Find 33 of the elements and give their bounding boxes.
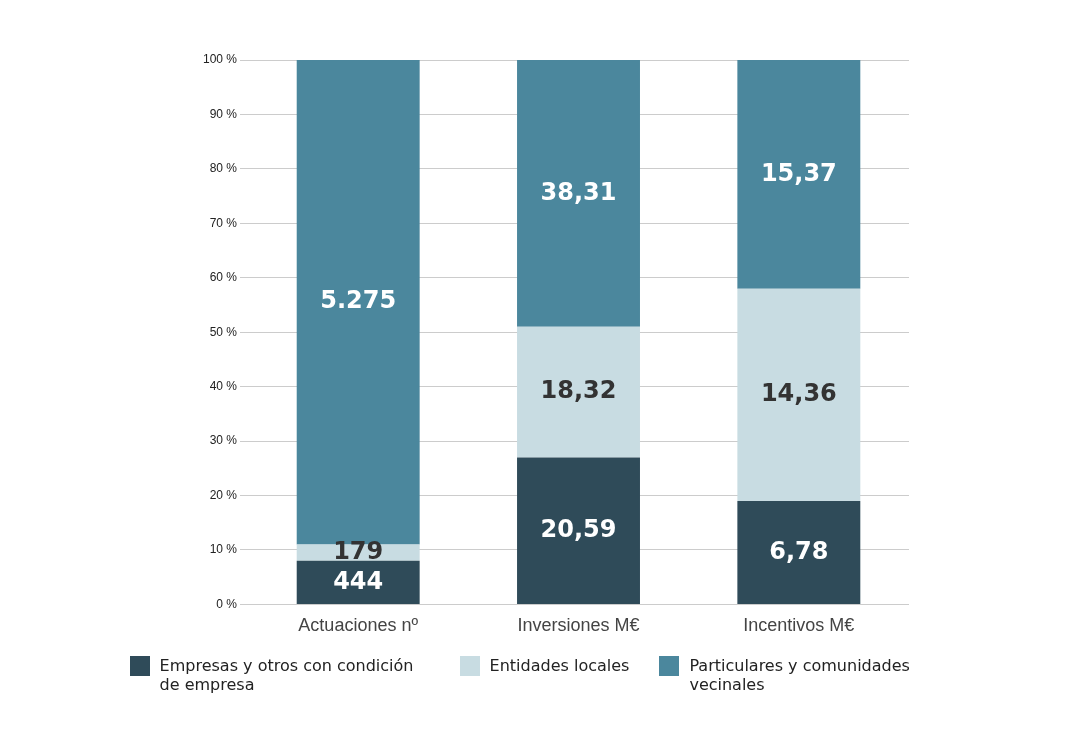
- annotation: 6,78: [769, 536, 829, 565]
- annotation: 38,31: [540, 177, 617, 206]
- bar: [737, 288, 861, 501]
- annotation: 20,59: [540, 514, 617, 543]
- annotation: 5.275: [320, 286, 397, 315]
- y-tick-label: 0 %: [216, 596, 238, 611]
- annotation: 18,32: [540, 376, 617, 405]
- y-tick-label: 10 %: [209, 542, 238, 557]
- annotation: 444: [333, 566, 384, 595]
- annotation: 179: [333, 536, 384, 565]
- x-tick-label: Inversiones M€: [517, 615, 640, 636]
- x-tick-label: Actuaciones nº: [298, 615, 419, 636]
- y-tick-label: 60 %: [209, 270, 238, 285]
- bar: [517, 326, 640, 458]
- y-tick-label: 100 %: [202, 52, 238, 67]
- bar: [517, 457, 640, 604]
- y-tick-label: 20 %: [209, 487, 238, 502]
- y-tick-label: 50 %: [209, 324, 238, 339]
- y-tick-label: 90 %: [209, 106, 238, 121]
- bar: [737, 60, 861, 289]
- legend-label: Empresas y otros con condición de empresa: [159, 656, 415, 694]
- annotation: 14,36: [760, 379, 837, 408]
- y-tick-label: 80 %: [209, 161, 238, 176]
- bar: [296, 560, 420, 604]
- legend-label: Entidades locales: [489, 656, 630, 675]
- bar: [737, 500, 861, 604]
- annotation: 15,37: [760, 158, 837, 187]
- legend-label: Particulares y comunidades vecinales: [689, 656, 911, 694]
- bar: [517, 60, 640, 327]
- y-tick-label: 40 %: [209, 378, 238, 393]
- y-tick-label: 70 %: [209, 215, 238, 230]
- x-tick-label: Incentivos M€: [743, 615, 855, 636]
- y-tick-label: 30 %: [209, 433, 238, 448]
